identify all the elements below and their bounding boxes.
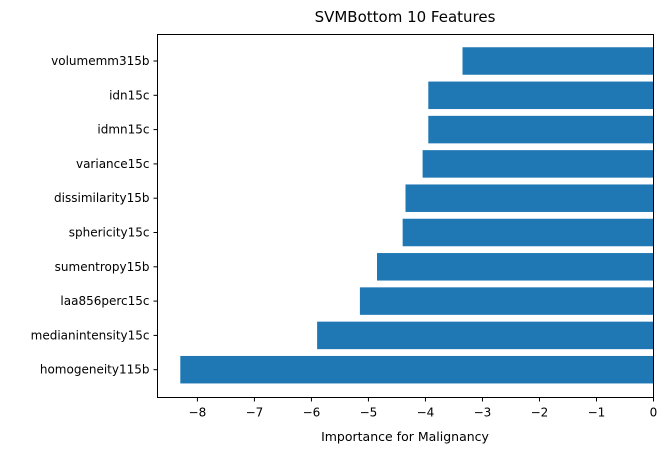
y-tick-label: variance15c (76, 157, 150, 171)
x-tick-label: −2 (531, 406, 549, 420)
y-tick-label: idmn15c (97, 123, 149, 137)
x-tick-label: −6 (303, 406, 321, 420)
y-tick-label: idn15c (109, 88, 149, 102)
bar-variance15c (422, 150, 654, 178)
x-tick-label: 0 (650, 406, 658, 420)
bar-medianintensity15c (317, 321, 654, 350)
x-tick-label: −5 (360, 406, 378, 420)
bar-dissimilarity15b (405, 184, 654, 212)
y-tick-label: dissimilarity15b (54, 191, 149, 205)
chart-title: SVMBottom 10 Features (315, 8, 496, 26)
x-tick-label: −8 (189, 406, 207, 420)
y-tick-label: sumentropy15b (55, 260, 150, 274)
x-axis-ticks: −8 −7 −6 −5 −4 −3 −2 −1 0 (189, 397, 658, 420)
plot-frame (157, 34, 654, 398)
x-tick-label: −1 (588, 406, 606, 420)
y-axis-ticks: volumemm315b idn15c idmn15c variance15c diss… (31, 54, 158, 377)
x-tick-label: −3 (474, 406, 492, 420)
bars-group (180, 47, 654, 384)
bar-idn15c (428, 81, 654, 110)
x-tick-label: −7 (246, 406, 264, 420)
y-tick-label: homogeneity115b (40, 363, 150, 377)
bar-sphericity15c (402, 218, 654, 247)
bar-volumemm315b (462, 47, 654, 75)
y-tick-label: volumemm315b (51, 54, 149, 68)
bar-homogeneity115b (180, 355, 654, 384)
bar-idmn15c (428, 115, 654, 144)
bar-sumentropy15b (376, 253, 654, 281)
y-tick-label: sphericity15c (69, 226, 150, 240)
y-tick-label: medianintensity15c (31, 328, 150, 342)
x-tick-label: −4 (417, 406, 435, 420)
bar-laa856perc15c (359, 287, 654, 315)
y-tick-label: laa856perc15c (60, 294, 149, 308)
x-axis-label: Importance for Malignancy (321, 429, 489, 444)
